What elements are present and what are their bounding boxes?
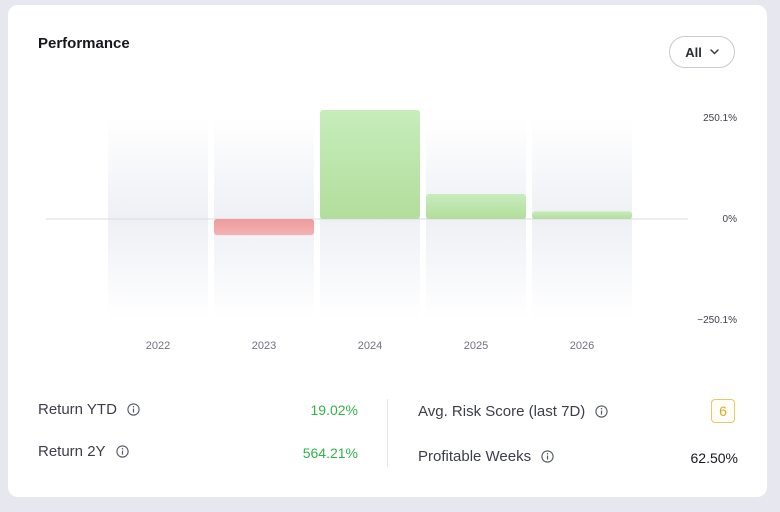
column-background [108,118,208,219]
return-ytd-label: Return YTD [38,401,117,418]
bar [532,211,632,219]
return-2y-value: 564.21% [302,445,358,461]
performance-bar-chart: 2022 2023 2024 2025 2026 250.1% 0% −250.1% [46,109,738,352]
risk-score-label-row: Avg. Risk Score (last 7D) [418,403,608,420]
return-ytd-value: 19.02% [310,402,358,418]
column-background [320,219,420,320]
risk-score-badge: 6 [711,399,735,423]
x-tick-label: 2024 [358,340,382,352]
bar [214,219,314,236]
info-icon[interactable] [541,450,554,463]
info-icon[interactable] [595,405,608,418]
column-background [214,219,314,320]
column-background [214,118,314,219]
return-2y-label: Return 2Y [38,443,106,460]
y-tick-label: 0% [723,214,738,225]
column-background [532,118,632,219]
y-tick-label: −250.1% [697,315,737,326]
y-tick-label: 250.1% [703,113,737,124]
x-tick-label: 2026 [570,340,594,352]
chevron-down-icon [710,49,719,55]
performance-card: Performance All 2022 2023 2024 2025 2026 250.… [8,5,767,497]
bar [320,109,420,219]
info-icon[interactable] [115,445,129,458]
x-tick-label: 2022 [146,340,170,352]
filter-label: All [685,44,702,60]
bar [426,193,526,219]
card-title: Performance [38,35,130,52]
x-tick-label: 2023 [252,340,276,352]
risk-score-label: Avg. Risk Score (last 7D) [418,403,586,420]
profitable-weeks-label: Profitable Weeks [418,448,532,465]
stats-divider [387,399,388,467]
profitable-weeks-value: 62.50% [690,450,738,466]
period-filter-dropdown[interactable]: All [669,36,735,68]
profitable-weeks-label-row: Profitable Weeks [418,448,554,465]
column-background [108,219,208,320]
return-ytd-label-row: Return YTD [38,401,140,418]
return-2y-label-row: Return 2Y [38,443,129,460]
column-background [532,219,632,320]
info-icon[interactable] [127,403,140,416]
column-background [426,219,526,320]
x-tick-label: 2025 [464,340,488,352]
